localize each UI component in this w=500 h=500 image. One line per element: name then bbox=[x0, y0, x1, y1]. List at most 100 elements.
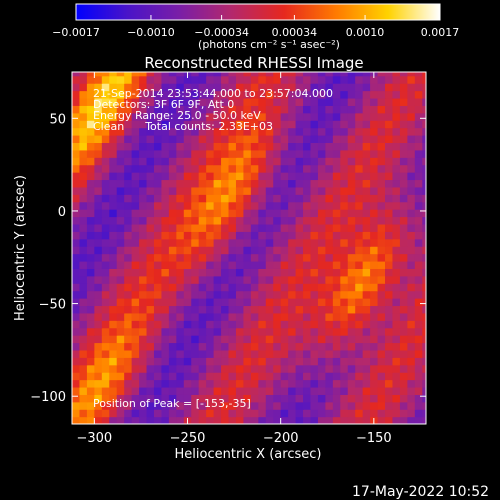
heatmap-cell bbox=[191, 379, 200, 388]
heatmap-cell bbox=[422, 149, 426, 158]
heatmap-cell bbox=[370, 142, 379, 151]
heatmap-cell bbox=[94, 290, 103, 299]
heatmap-cell bbox=[116, 186, 125, 195]
heatmap-cell bbox=[407, 97, 416, 106]
heatmap-cell bbox=[109, 149, 118, 158]
heatmap-cell bbox=[392, 90, 401, 99]
heatmap-cell bbox=[332, 201, 341, 210]
heatmap-cell bbox=[235, 305, 245, 314]
heatmap-cell bbox=[79, 157, 88, 166]
heatmap-cell bbox=[295, 275, 304, 284]
heatmap-cell bbox=[139, 112, 148, 121]
heatmap-cell bbox=[422, 357, 426, 366]
heatmap-cell bbox=[206, 372, 215, 381]
heatmap-cell bbox=[146, 179, 155, 188]
heatmap-cell bbox=[94, 186, 103, 195]
heatmap-cell bbox=[288, 394, 297, 403]
heatmap-cell bbox=[385, 90, 394, 99]
heatmap-cell bbox=[317, 142, 326, 151]
heatmap-cell bbox=[310, 335, 319, 344]
heatmap-cell bbox=[295, 72, 304, 77]
heatmap-cell bbox=[414, 401, 423, 410]
heatmap-cell bbox=[295, 290, 304, 299]
heatmap-cell bbox=[273, 149, 282, 158]
heatmap-cell bbox=[288, 164, 297, 173]
heatmap-cell bbox=[407, 246, 416, 255]
heatmap-cell bbox=[228, 372, 237, 381]
heatmap-cell bbox=[392, 290, 401, 299]
heatmap-cell bbox=[340, 253, 349, 262]
heatmap-cell bbox=[198, 223, 207, 232]
heatmap-cell bbox=[86, 127, 95, 136]
heatmap-cell bbox=[370, 83, 379, 92]
heatmap-cell bbox=[288, 268, 297, 277]
heatmap-cell bbox=[303, 283, 312, 292]
heatmap-cell bbox=[183, 386, 192, 395]
heatmap-cell bbox=[332, 142, 341, 151]
heatmap-cell bbox=[317, 231, 326, 240]
heatmap-cell bbox=[146, 72, 155, 77]
heatmap-cell bbox=[198, 357, 207, 366]
heatmap-cell bbox=[146, 305, 155, 314]
heatmap-cell bbox=[265, 364, 274, 373]
heatmap-cell bbox=[310, 172, 319, 181]
heatmap-cell bbox=[399, 401, 408, 410]
heatmap-cell bbox=[392, 238, 401, 247]
heatmap-cell bbox=[347, 290, 356, 299]
heatmap-cell bbox=[86, 372, 95, 381]
heatmap-cell bbox=[362, 209, 371, 218]
heatmap-cell bbox=[310, 90, 319, 99]
heatmap-cell bbox=[139, 364, 148, 373]
heatmap-cell bbox=[258, 149, 267, 158]
heatmap-cell bbox=[153, 186, 163, 195]
heatmap-cell bbox=[161, 216, 170, 225]
heatmap-cell bbox=[355, 357, 364, 366]
heatmap-cell bbox=[116, 379, 125, 388]
heatmap-cell bbox=[206, 260, 215, 269]
heatmap-cell bbox=[310, 127, 319, 136]
heatmap-cell bbox=[355, 75, 364, 84]
heatmap-cell bbox=[407, 335, 416, 344]
heatmap-cell bbox=[191, 105, 200, 114]
heatmap-cell bbox=[250, 75, 259, 84]
heatmap-cell bbox=[422, 305, 426, 314]
heatmap-cell bbox=[422, 142, 426, 151]
heatmap-cell bbox=[407, 164, 416, 173]
heatmap-cell bbox=[325, 305, 334, 314]
heatmap-cell bbox=[399, 372, 408, 381]
heatmap-cell bbox=[183, 105, 192, 114]
heatmap-cell bbox=[139, 231, 148, 240]
heatmap-cell bbox=[310, 105, 319, 114]
heatmap-cell bbox=[235, 172, 245, 181]
heatmap-cell bbox=[139, 75, 148, 84]
heatmap-cell bbox=[422, 72, 426, 77]
heatmap-cell bbox=[414, 127, 423, 136]
heatmap-cell bbox=[295, 409, 304, 418]
heatmap-cell bbox=[258, 379, 267, 388]
heatmap-cell bbox=[153, 327, 163, 336]
heatmap-cell bbox=[265, 194, 274, 203]
heatmap-cell bbox=[243, 201, 252, 210]
heatmap-cell bbox=[347, 312, 356, 321]
heatmap-cell bbox=[124, 209, 133, 218]
heatmap-cell bbox=[94, 349, 103, 358]
heatmap-cell bbox=[280, 290, 289, 299]
heatmap-cell bbox=[340, 105, 349, 114]
heatmap-cell bbox=[414, 349, 423, 358]
heatmap-cell bbox=[317, 83, 326, 92]
heatmap-cell bbox=[340, 201, 349, 210]
heatmap-cell bbox=[101, 320, 110, 329]
heatmap-cell bbox=[243, 238, 252, 247]
heatmap-cell bbox=[86, 216, 95, 225]
heatmap-cell bbox=[161, 157, 170, 166]
heatmap-cell bbox=[370, 223, 379, 232]
heatmap-cell bbox=[101, 379, 110, 388]
heatmap-cell bbox=[228, 72, 237, 77]
heatmap-cell bbox=[213, 120, 222, 129]
heatmap-cell bbox=[362, 386, 371, 395]
heatmap-cell bbox=[221, 342, 230, 351]
heatmap-cell bbox=[347, 83, 356, 92]
heatmap-cell bbox=[288, 97, 297, 106]
heatmap-cell bbox=[414, 120, 423, 129]
heatmap-cell bbox=[221, 409, 230, 418]
